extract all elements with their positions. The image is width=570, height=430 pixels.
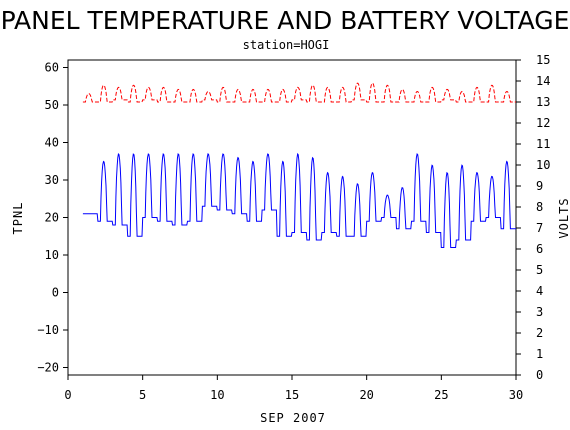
x-tick-label: 0 xyxy=(64,388,71,402)
right-tick-label: 2 xyxy=(536,326,543,340)
plot-area xyxy=(82,82,517,248)
left-tick-label: 20 xyxy=(45,211,59,225)
x-tick-label: 10 xyxy=(210,388,224,402)
right-tick-label: 14 xyxy=(536,74,550,88)
x-tick-label: 15 xyxy=(285,388,299,402)
x-axis: 0 5 10 15 20 25 30 xyxy=(64,375,523,402)
right-tick-label: 12 xyxy=(536,116,550,130)
right-tick-label: 4 xyxy=(536,284,543,298)
temperature-series-line xyxy=(82,152,517,248)
right-tick-label: 3 xyxy=(536,305,543,319)
right-tick-label: 5 xyxy=(536,263,543,277)
chart-title: PANEL TEMPERATURE AND BATTERY VOLTAGE xyxy=(1,6,570,35)
left-tick-label: 0 xyxy=(52,286,59,300)
right-tick-label: 1 xyxy=(536,347,543,361)
left-axis: −20 −10 0 10 20 30 40 50 60 xyxy=(37,61,68,375)
y-axis-label-left: TPNL xyxy=(11,202,25,235)
chart-subtitle: station=HOGI xyxy=(243,38,330,52)
x-tick-label: 25 xyxy=(434,388,448,402)
left-tick-label: −10 xyxy=(37,323,59,337)
left-tick-label: 40 xyxy=(45,136,59,150)
right-tick-label: 10 xyxy=(536,158,550,172)
y-axis-label-right: VOLTS xyxy=(557,197,570,238)
right-tick-label: 15 xyxy=(536,53,550,67)
right-tick-label: 7 xyxy=(536,221,543,235)
x-axis-label: SEP 2007 xyxy=(260,411,326,425)
voltage-series-line xyxy=(82,82,516,103)
left-tick-label: 30 xyxy=(45,173,59,187)
right-tick-label: 11 xyxy=(536,137,550,151)
x-tick-label: 5 xyxy=(139,388,146,402)
right-tick-label: 0 xyxy=(536,368,543,382)
right-tick-label: 13 xyxy=(536,95,550,109)
left-tick-label: 60 xyxy=(45,61,59,75)
x-tick-label: 20 xyxy=(359,388,373,402)
left-tick-label: −20 xyxy=(37,361,59,375)
x-tick-label: 30 xyxy=(509,388,523,402)
left-tick-label: 50 xyxy=(45,98,59,112)
plot-frame xyxy=(67,59,517,376)
right-tick-label: 6 xyxy=(536,242,543,256)
right-tick-label: 8 xyxy=(536,200,543,214)
left-tick-label: 10 xyxy=(45,248,59,262)
right-tick-label: 9 xyxy=(536,179,543,193)
